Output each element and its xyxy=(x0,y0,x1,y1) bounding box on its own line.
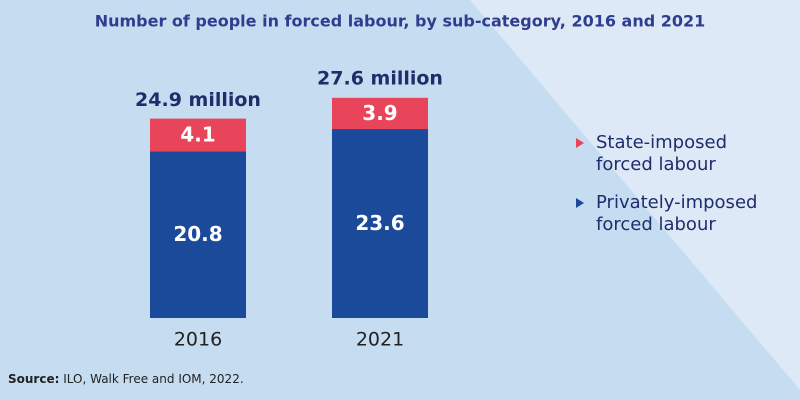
value-label: 3.9 xyxy=(362,101,397,125)
legend-marker xyxy=(576,198,584,208)
total-label: 24.9 million xyxy=(135,89,261,111)
legend-item: Privately-imposed forced labour xyxy=(576,192,786,236)
bar-segment xyxy=(150,151,246,318)
value-label: 23.6 xyxy=(355,211,404,235)
value-label: 20.8 xyxy=(173,222,222,246)
total-label: 27.6 million xyxy=(317,68,443,90)
chart-title: Number of people in forced labour, by su… xyxy=(95,12,706,31)
legend-label: State-imposed forced labour xyxy=(596,132,727,175)
source-text: ILO, Walk Free and IOM, 2022. xyxy=(63,372,244,386)
bar-segment xyxy=(332,97,428,130)
bar-segment xyxy=(332,129,428,318)
legend-label: Privately-imposed forced labour xyxy=(596,192,758,235)
value-label: 4.1 xyxy=(180,123,215,147)
legend-marker xyxy=(576,138,584,148)
x-tick-label: 2021 xyxy=(356,329,404,351)
source: Source: ILO, Walk Free and IOM, 2022. xyxy=(8,372,244,386)
x-tick-label: 2016 xyxy=(174,329,222,351)
bar-segment xyxy=(150,118,246,152)
legend-item: State-imposed forced labour xyxy=(576,132,786,176)
background-shape xyxy=(470,0,800,390)
source-label: Source: xyxy=(8,372,60,386)
